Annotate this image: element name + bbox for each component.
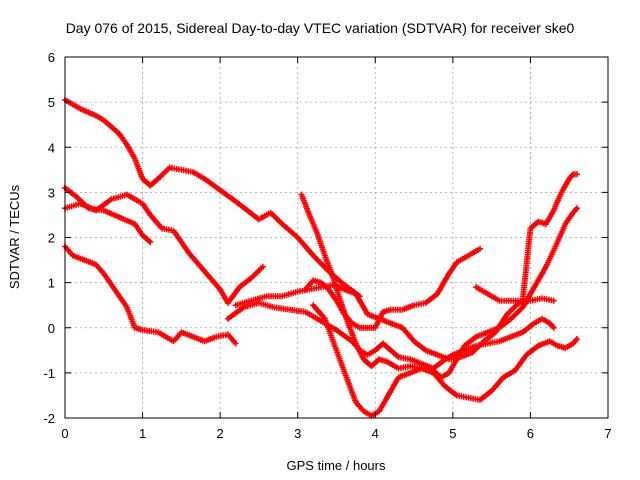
y-tick-label: -1 (43, 366, 55, 381)
series-track-4 (62, 243, 239, 347)
series-markers (473, 171, 580, 304)
series-track-6 (232, 281, 557, 363)
x-tick-label: 7 (604, 426, 611, 441)
series-markers (298, 191, 580, 381)
y-tick-label: 1 (48, 276, 55, 291)
x-axis: 0 1 2 3 4 5 6 7 (61, 57, 612, 441)
series-track-7 (298, 191, 580, 381)
y-tick-label: -2 (43, 411, 55, 426)
series-markers (62, 184, 154, 245)
series-markers (310, 302, 580, 419)
series-markers (62, 96, 363, 300)
series-markers (302, 245, 483, 331)
series-track-10 (473, 171, 580, 304)
series-track-1 (62, 96, 363, 300)
x-tick-label: 6 (527, 426, 534, 441)
series-track-9 (302, 245, 483, 331)
series-markers (62, 191, 266, 306)
series-track-3 (62, 191, 266, 306)
y-tick-label: 0 (48, 321, 55, 336)
y-tick-label: 6 (48, 50, 55, 65)
x-tick-label: 0 (61, 426, 68, 441)
x-tick-label: 3 (294, 426, 301, 441)
x-axis-label: GPS time / hours (287, 458, 386, 473)
x-tick-label: 1 (139, 426, 146, 441)
y-tick-label: 3 (48, 185, 55, 200)
series-markers (62, 243, 239, 347)
x-tick-label: 5 (449, 426, 456, 441)
y-axis: -2 -1 0 1 2 3 4 5 6 (43, 50, 608, 426)
series-markers (232, 281, 557, 363)
y-tick-label: 4 (48, 140, 55, 155)
y-tick-label: 5 (48, 95, 55, 110)
series-layer (62, 96, 580, 419)
y-tick-label: 2 (48, 231, 55, 246)
x-tick-label: 4 (372, 426, 379, 441)
series-track-8 (310, 302, 580, 419)
series-track-2 (62, 184, 154, 245)
chart-title: Day 076 of 2015, Sidereal Day-to-day VTE… (66, 20, 575, 36)
x-tick-label: 2 (217, 426, 224, 441)
y-axis-label: SDTVAR / TECUs (7, 184, 22, 289)
